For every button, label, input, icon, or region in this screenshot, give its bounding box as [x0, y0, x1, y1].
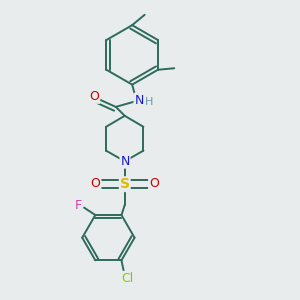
Text: H: H — [145, 97, 154, 106]
Text: S: S — [120, 177, 130, 191]
Text: O: O — [149, 177, 159, 190]
Text: F: F — [75, 199, 82, 212]
Text: Cl: Cl — [121, 272, 134, 285]
Text: N: N — [120, 155, 130, 168]
Text: N: N — [134, 94, 144, 106]
Text: O: O — [91, 177, 100, 190]
Text: O: O — [89, 90, 99, 103]
